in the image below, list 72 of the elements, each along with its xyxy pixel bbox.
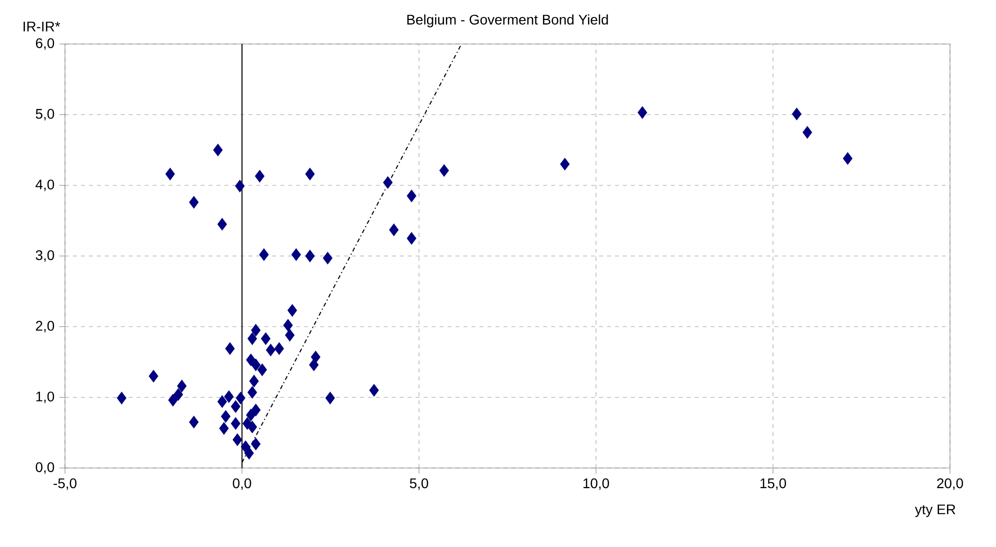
point — [220, 410, 230, 423]
point — [305, 250, 315, 262]
point — [217, 218, 227, 230]
point — [168, 394, 178, 406]
point — [325, 392, 335, 404]
y-tick-label: 3,0 — [36, 250, 54, 262]
point — [251, 438, 261, 450]
point — [224, 390, 234, 403]
y-tick-label: 5,0 — [36, 108, 54, 120]
point — [232, 433, 242, 446]
x-tick-label: -5,0 — [54, 478, 76, 490]
point — [148, 370, 158, 382]
point — [274, 342, 284, 355]
point — [291, 248, 301, 261]
point — [189, 416, 199, 428]
point — [244, 446, 254, 460]
point — [177, 380, 187, 392]
point — [251, 358, 261, 372]
y-tick-label: 2,0 — [36, 320, 54, 332]
point — [322, 252, 332, 264]
y-axis-title: IR-IR* — [24, 22, 60, 32]
point — [406, 190, 416, 202]
y-tick-label: 4,0 — [36, 180, 54, 192]
point — [638, 106, 648, 119]
point — [248, 420, 258, 434]
point — [260, 332, 270, 345]
point — [217, 395, 227, 408]
point — [842, 152, 852, 165]
x-tick-label: 5,0 — [410, 478, 428, 490]
x-axis-title: yty ER — [914, 504, 956, 518]
y-tick-label: 1,0 — [36, 392, 54, 404]
point — [230, 417, 240, 430]
point — [288, 304, 298, 317]
point — [406, 232, 416, 245]
point — [235, 180, 245, 192]
point — [230, 400, 240, 413]
point — [792, 108, 802, 120]
point — [251, 404, 261, 416]
point — [213, 144, 223, 156]
y-tick-label: 6,0 — [36, 38, 54, 50]
point — [165, 168, 175, 180]
point — [251, 324, 261, 336]
point — [560, 158, 570, 170]
point — [257, 364, 267, 376]
point — [259, 248, 269, 261]
point — [389, 224, 399, 236]
x-tick-label: 15,0 — [760, 478, 786, 490]
point — [219, 422, 229, 435]
point — [225, 342, 235, 355]
point — [174, 388, 184, 401]
point — [189, 196, 199, 209]
y-tick-label: 0,0 — [36, 462, 54, 474]
point — [369, 384, 379, 397]
chart-title: Belgium - Goverment Bond Yield — [407, 14, 608, 28]
point — [266, 344, 276, 356]
point — [309, 358, 319, 372]
point — [285, 328, 295, 342]
point — [248, 386, 258, 399]
point — [383, 176, 393, 189]
point — [305, 168, 315, 180]
x-tick-label: 10,0 — [583, 478, 610, 490]
point — [116, 392, 126, 404]
point — [249, 374, 259, 388]
x-tick-label: 0,0 — [232, 478, 252, 490]
point — [283, 319, 293, 332]
point — [236, 392, 246, 404]
point — [248, 332, 258, 345]
point — [246, 408, 256, 422]
x-tick-label: 20,0 — [937, 478, 964, 490]
point — [439, 164, 449, 177]
point — [802, 126, 812, 139]
point — [254, 170, 264, 182]
